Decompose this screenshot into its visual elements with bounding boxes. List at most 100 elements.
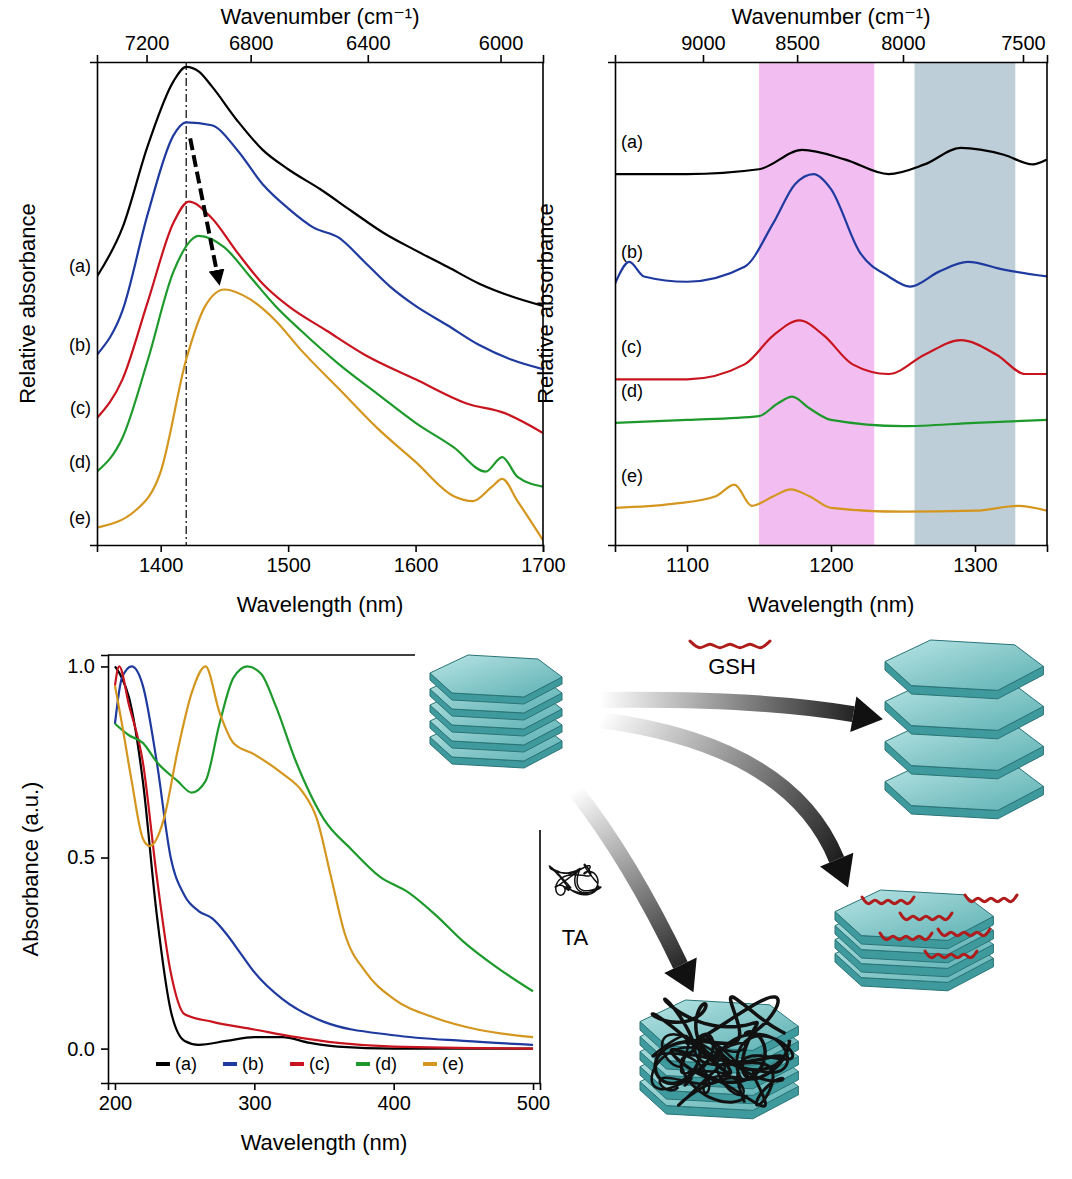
arrow-head (850, 696, 883, 731)
series-line (97, 236, 543, 487)
tick: 9000 (681, 32, 726, 62)
arrow-shaft (600, 720, 837, 860)
arrow-head (820, 853, 853, 888)
tick-label: 1200 (809, 554, 854, 576)
series-line (615, 485, 1047, 512)
y-axis (608, 63, 616, 546)
arrow-shaft (575, 790, 680, 965)
tick-mark (101, 1048, 108, 1050)
molecule (690, 641, 770, 648)
stack (885, 640, 1043, 819)
tick-label: 0.0 (67, 1038, 95, 1060)
reagent-label: TA (562, 925, 589, 950)
band (759, 62, 874, 545)
tick-mark (687, 545, 689, 552)
band (915, 62, 1016, 545)
y-axis-title: Relative absorbance (533, 203, 558, 404)
tick-label: 300 (238, 1092, 271, 1114)
tick-mark (115, 1083, 117, 1090)
tick: 1200 (809, 545, 854, 576)
tick-label: 8500 (775, 32, 820, 54)
legend-item: (b) (223, 1054, 264, 1074)
tick-mark (797, 55, 799, 62)
legend-item: (e) (423, 1054, 464, 1074)
tick-label: 1400 (139, 554, 184, 576)
tick-label: 0.5 (67, 846, 95, 868)
reagent-label: GSH (708, 654, 756, 679)
series-label: (e) (621, 466, 643, 486)
plate-top (430, 655, 562, 697)
tick: 400 (377, 1083, 410, 1114)
tick-label: 1600 (394, 554, 439, 576)
plot-area (615, 62, 1047, 545)
tick-mark (1023, 55, 1025, 62)
tick-mark (146, 55, 148, 62)
series-line (615, 320, 1047, 379)
axis-line (616, 55, 1048, 63)
polymer (652, 1034, 749, 1095)
legend-swatch (290, 1062, 304, 1066)
x-axis: 200300400500 (99, 1083, 550, 1114)
legend-label: (b) (242, 1054, 264, 1074)
legend: (a)(b)(c)(d)(e) (156, 1054, 464, 1074)
axis-line (98, 55, 544, 63)
series-label: (d) (621, 381, 643, 401)
series-line (615, 397, 1047, 426)
y-axis-title: Relative absorbance (15, 203, 40, 404)
tick-mark (367, 55, 369, 62)
tick-label: 1300 (953, 554, 998, 576)
legend-swatch (223, 1062, 237, 1066)
tick-mark (975, 545, 977, 552)
series-label: (c) (70, 398, 91, 418)
series-label: (a) (621, 132, 643, 152)
legend-swatch (423, 1062, 437, 1066)
series-label: (b) (621, 242, 643, 262)
frame-line (108, 654, 415, 656)
x-axis-title: Wavelength (nm) (748, 592, 915, 617)
plate-top (885, 640, 1043, 690)
x2-axis: 7200 6800 6400 6000 (98, 32, 544, 63)
tick: 300 (238, 1083, 271, 1114)
tick-label: 1500 (266, 554, 311, 576)
tick-mark (500, 55, 502, 62)
molecule (925, 951, 977, 958)
plot-area (97, 62, 543, 545)
tick: 1600 (394, 545, 439, 576)
series-line (97, 202, 543, 433)
tick: 1300 (953, 545, 998, 576)
plate-top (835, 890, 993, 940)
tick: 6000 (479, 32, 524, 62)
figure: 14001500160017007200680064006000Wavenumb… (0, 0, 1072, 1179)
tick-mark (831, 545, 833, 552)
y-axis (90, 63, 98, 546)
legend-label: (e) (442, 1054, 464, 1074)
tick-label: 1.0 (67, 655, 95, 677)
tick: 7200 (125, 32, 170, 62)
series-line (97, 67, 543, 306)
tick: 1100 (666, 545, 709, 576)
axis-line (608, 63, 616, 546)
tick-label: 7500 (1001, 32, 1046, 54)
molecule (862, 897, 914, 904)
y-axis: 0.0 0.5 1.0 (67, 655, 108, 1083)
tick-mark (160, 545, 162, 552)
tick: 0.0 (67, 1038, 108, 1060)
panel: 1100120013009000850080007500Wavenumber (… (533, 4, 1048, 617)
tick: 8500 (775, 32, 820, 62)
tick-label: 6800 (229, 32, 274, 54)
tick-mark (254, 1083, 256, 1090)
x-axis-title: Wavelength (nm) (241, 1130, 408, 1155)
tick-mark (903, 55, 905, 62)
x2-axis-title: Wavenumber (cm⁻¹) (220, 4, 419, 29)
tick: 1.0 (67, 655, 108, 677)
tick-mark (250, 55, 252, 62)
legend-swatch (356, 1062, 370, 1066)
tick-mark (393, 1083, 395, 1090)
tick: 200 (99, 1083, 132, 1114)
tick: 6400 (346, 32, 391, 62)
tick: 1400 (139, 545, 184, 576)
tick-mark (101, 857, 108, 859)
y-axis-title: Absorbance (a.u.) (18, 782, 43, 957)
series-label: (a) (69, 256, 91, 276)
stack (835, 890, 1017, 991)
